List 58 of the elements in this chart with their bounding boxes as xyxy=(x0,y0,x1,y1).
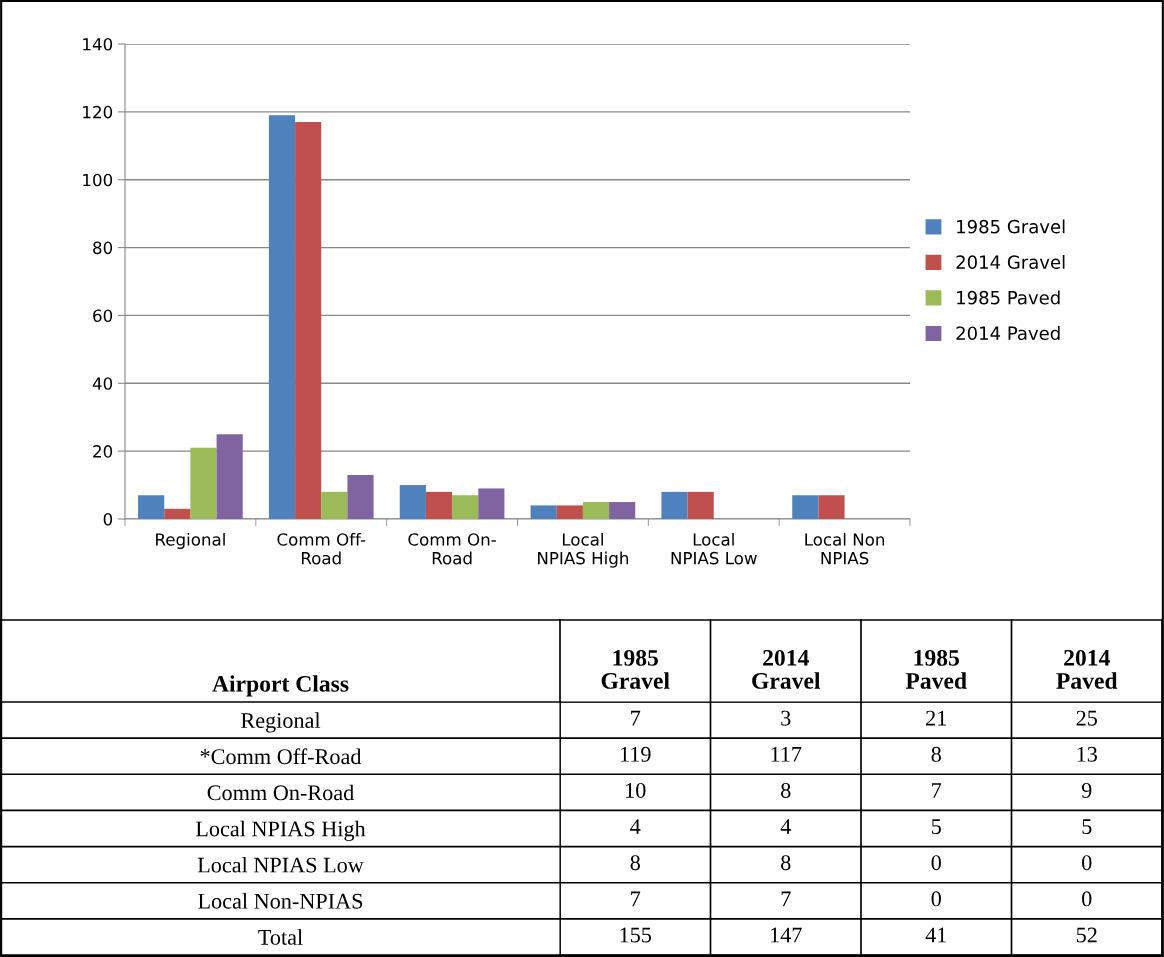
text: 41 xyxy=(925,927,947,943)
text: 9 xyxy=(1081,782,1092,798)
category-label: *Comm Off-Road xyxy=(200,748,362,765)
text: 8 xyxy=(630,855,640,871)
x-tick-label: Comm Off-Road xyxy=(277,532,366,565)
text: 0 xyxy=(931,855,941,871)
text: 147 xyxy=(771,927,802,943)
y-tick-label: 140 xyxy=(83,37,113,51)
legend-label: 1985 Gravel xyxy=(957,219,1065,234)
text: 4 xyxy=(630,819,641,834)
category-label: 2014 Paved xyxy=(1056,649,1118,689)
text: 7 xyxy=(631,891,641,907)
text: 155 xyxy=(620,927,652,943)
category-label: Local NPIAS Low xyxy=(197,856,364,873)
legend-label: 2014 Paved xyxy=(956,326,1060,341)
text: 5 xyxy=(1082,819,1092,835)
text: Airport Class xyxy=(212,675,349,697)
text: 13 xyxy=(1077,746,1097,762)
text: 52 xyxy=(1076,927,1097,943)
y-tick-label: 20 xyxy=(93,445,113,458)
legend-label: 1985 Paved xyxy=(957,290,1060,305)
category-label: 1985 Gravel xyxy=(601,649,670,689)
text: 0 xyxy=(1082,855,1092,871)
x-tick-label: Local NPIAS High xyxy=(538,532,629,568)
category-label: 1985 Paved xyxy=(905,649,967,689)
x-tick-label: Comm On-Road xyxy=(408,533,496,565)
text: 8 xyxy=(781,855,791,871)
text: 117 xyxy=(771,746,802,762)
text: 0 xyxy=(931,891,941,907)
x-tick-label: Regional xyxy=(156,532,225,550)
y-tick-label: 60 xyxy=(93,309,113,322)
text: 119 xyxy=(620,746,651,762)
y-tick-label: 100 xyxy=(83,173,113,187)
y-tick-label: 80 xyxy=(93,241,113,255)
category-label: Regional xyxy=(241,712,321,733)
text: 7 xyxy=(631,710,641,726)
text: 21 xyxy=(926,710,947,726)
category-label: Total xyxy=(258,929,303,945)
text: 25 xyxy=(1076,710,1097,726)
y-tick-label: 0 xyxy=(103,512,113,526)
text: 0 xyxy=(1082,891,1092,907)
text: 7 xyxy=(932,783,942,798)
text: 4 xyxy=(780,819,791,834)
x-tick-label: Local Non NPIAS xyxy=(805,532,885,565)
text: 3 xyxy=(781,710,791,726)
category-label: 2014 Gravel xyxy=(752,649,821,689)
x-tick-label: Local NPIAS Low xyxy=(671,532,757,565)
category-label: Local NPIAS High xyxy=(195,820,366,842)
y-tick-label: 40 xyxy=(92,377,113,390)
text: 8 xyxy=(781,782,791,798)
legend-label: 2014 Gravel xyxy=(956,255,1065,269)
category-label: Local Non-NPIAS xyxy=(198,893,363,909)
text: 5 xyxy=(931,819,941,835)
text: 8 xyxy=(931,746,941,762)
text: 7 xyxy=(781,891,791,907)
y-tick-label: 120 xyxy=(83,105,113,119)
text: 10 xyxy=(626,782,646,798)
category-label: Comm On-Road xyxy=(207,784,354,801)
